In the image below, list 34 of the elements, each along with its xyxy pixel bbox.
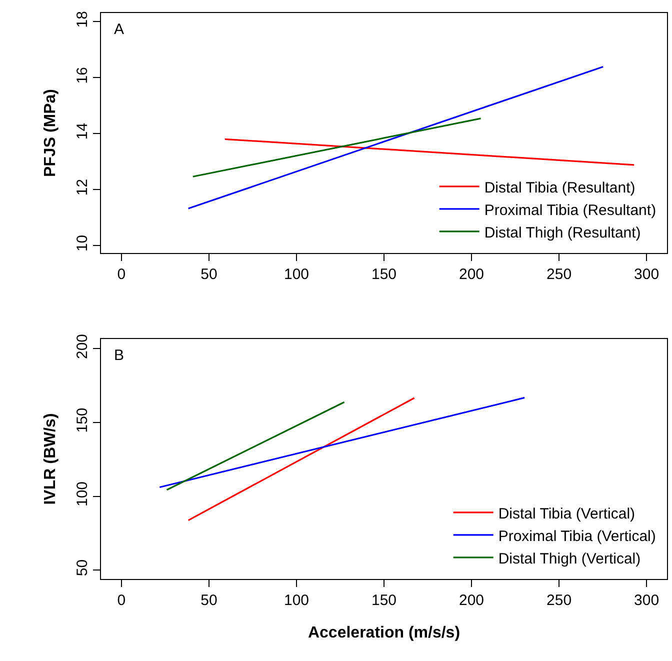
- x-tick-label: 250: [546, 592, 572, 609]
- y-tick-label: 50: [74, 559, 91, 576]
- y-tick-label: 200: [74, 334, 91, 360]
- y-tick-label: 150: [74, 408, 91, 433]
- x-tick-label: 100: [284, 592, 310, 609]
- x-tick-label: 300: [634, 266, 660, 283]
- x-tick-label: 200: [458, 592, 484, 609]
- annotation: B: [114, 347, 124, 364]
- x-tick-label: 100: [284, 266, 310, 283]
- x-tick-label: 300: [634, 592, 660, 609]
- legend-label: Proximal Tibia (Resultant): [484, 202, 656, 219]
- legend-label: Distal Thigh (Resultant): [484, 224, 641, 242]
- x-tick-label: 0: [117, 266, 126, 283]
- x-tick-label: 200: [458, 266, 484, 283]
- y-tick-label: 10: [74, 234, 91, 252]
- y-tick-label: 16: [74, 67, 91, 84]
- x-tick-label: 150: [371, 592, 397, 609]
- x-tick-label: 250: [546, 266, 572, 283]
- y-tick-label: 12: [74, 178, 91, 196]
- legend-label: Distal Tibia (Vertical): [498, 505, 636, 522]
- legend-label: Proximal Tibia (Vertical): [498, 528, 656, 545]
- y-axis-title: IVLR (BW/s): [42, 413, 59, 505]
- x-tick-label: 0: [117, 592, 126, 609]
- x-tick-label: 50: [200, 592, 218, 609]
- y-tick-label: 18: [74, 11, 91, 28]
- annotation: A: [114, 21, 124, 38]
- x-tick-label: 50: [200, 266, 218, 283]
- legend-label: Distal Tibia (Resultant): [484, 179, 636, 196]
- x-tick-label: 150: [371, 266, 397, 283]
- legend-label: Distal Thigh (Vertical): [498, 550, 641, 568]
- y-tick-label: 14: [74, 122, 91, 140]
- y-axis-title: PFJS (MPa): [42, 88, 59, 178]
- x-axis-title: Acceleration (m/s/s): [308, 624, 460, 642]
- y-tick-label: 100: [74, 481, 91, 507]
